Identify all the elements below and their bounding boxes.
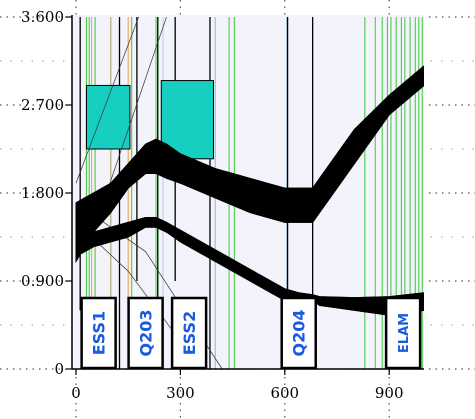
element-label-box: Q204 — [280, 296, 317, 370]
trace-line — [75, 226, 424, 316]
x-tick-label: 0 — [71, 384, 81, 402]
element-label-frame — [170, 296, 208, 370]
x-tick-label: 300 — [166, 384, 195, 402]
trace-line — [75, 218, 424, 300]
trace-line — [75, 72, 424, 225]
trace-line — [75, 65, 424, 204]
trace-line — [75, 66, 424, 208]
y-tick-label: 0.900 — [21, 272, 64, 290]
element-label-box: ELAM — [384, 296, 422, 370]
trace-line — [75, 219, 424, 302]
element-label-text: ELAM — [397, 313, 412, 353]
trace-line — [75, 226, 424, 315]
trace-line — [75, 73, 424, 229]
trace-line — [75, 75, 424, 233]
trace-line — [75, 78, 424, 241]
element-label-frame — [127, 296, 164, 370]
trace-line — [75, 68, 424, 212]
element-box — [160, 80, 214, 160]
trace-line — [75, 221, 424, 307]
trace-line — [75, 85, 424, 262]
element-label-box: Q203 — [127, 296, 164, 370]
trace-line — [75, 71, 424, 220]
element-label-text: ESS2 — [180, 311, 199, 355]
y-tick-label: 3.600 — [21, 8, 64, 26]
trace-line — [75, 221, 424, 306]
axes: 0 0.900 1.800 2.700 3.600 0 300 600 900 — [21, 8, 424, 402]
y-tick-label: 0 — [54, 360, 64, 378]
element-box — [85, 84, 131, 150]
y-tick-label: 1.800 — [21, 184, 64, 202]
trace-line — [75, 217, 424, 299]
trace-line — [75, 76, 424, 237]
trace-line — [75, 82, 424, 254]
element-label-box: ESS2 — [170, 296, 208, 370]
trace-line — [75, 80, 424, 250]
trace-line — [75, 220, 424, 304]
trace-line — [75, 69, 424, 216]
trace-line — [75, 222, 424, 308]
trace-line — [75, 223, 424, 309]
trace-line — [75, 217, 424, 299]
trace-line — [75, 79, 424, 245]
trace-line — [75, 224, 424, 312]
element-label-frame — [384, 296, 422, 370]
y-tick-label: 2.700 — [21, 96, 64, 114]
stray-trace — [75, 16, 139, 184]
element-label-text: Q204 — [289, 310, 308, 357]
trace-line — [75, 83, 424, 258]
trace-line — [75, 224, 424, 311]
x-tick-label: 600 — [270, 384, 299, 402]
element-label-box: ESS1 — [80, 296, 117, 370]
trace-line — [75, 219, 424, 303]
element-label-frame — [280, 296, 317, 370]
trace-line — [75, 225, 424, 313]
element-label-text: ESS1 — [89, 311, 108, 355]
element-label-text: Q203 — [136, 310, 155, 357]
x-tick-label: 900 — [375, 384, 404, 402]
element-label-frame — [80, 296, 117, 370]
element-labels: ESS1 Q203 ESS2 Q204 ELAM — [80, 296, 422, 370]
